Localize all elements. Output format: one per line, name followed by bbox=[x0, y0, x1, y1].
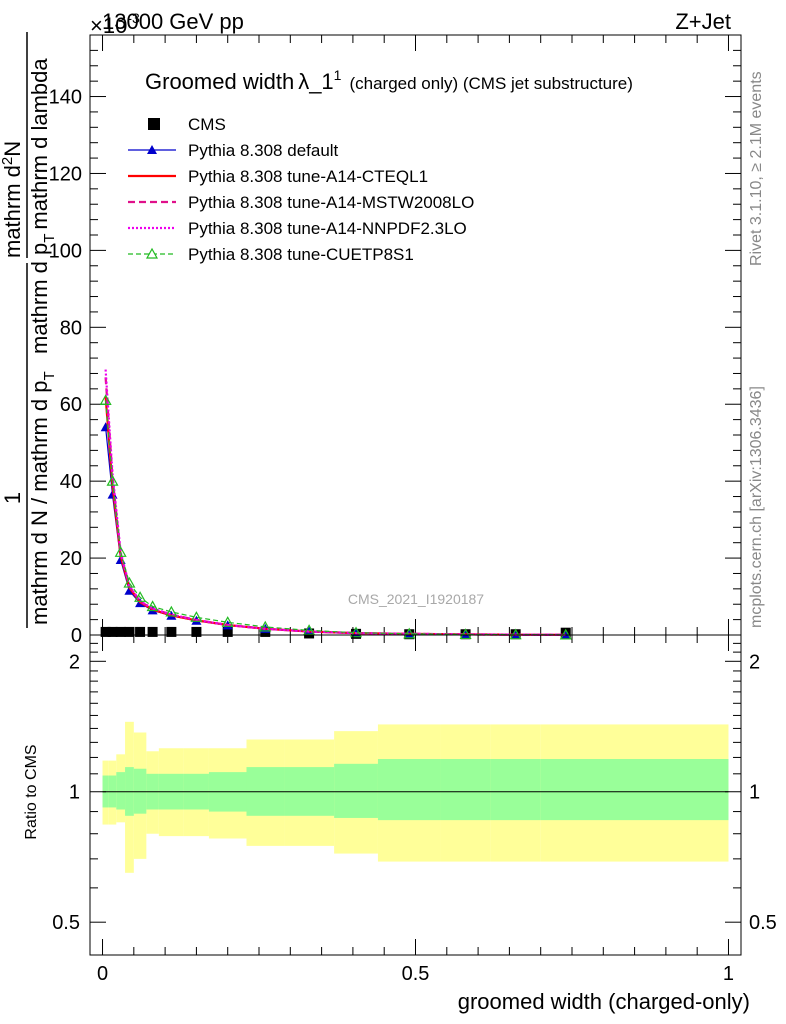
data-point-data bbox=[191, 626, 202, 637]
data-point-default bbox=[560, 629, 571, 639]
legend-label-cteql1: Pythia 8.308 tune-A14-CTEQL1 bbox=[188, 167, 428, 186]
ratio-inner-band-bin bbox=[440, 759, 491, 821]
ratio-y-tick-label-right: 2 bbox=[749, 651, 760, 673]
series-line-cuetp bbox=[105, 400, 566, 636]
data-point-cuetp bbox=[221, 616, 234, 627]
ratio-uncertainty-bands bbox=[102, 721, 729, 873]
plot-title: Groomed width λ_11 (charged only) (CMS jet… bbox=[145, 67, 633, 94]
data-point-cuetp bbox=[106, 474, 119, 486]
analysis-watermark: CMS_2021_I1920187 bbox=[348, 591, 484, 607]
ratio-inner-band-bin bbox=[334, 763, 378, 818]
x-tick-label: 0 bbox=[97, 963, 108, 985]
legend-marker-data bbox=[148, 118, 160, 130]
main-data-series bbox=[99, 369, 572, 640]
data-point-data bbox=[115, 626, 126, 637]
data-point-cuetp bbox=[350, 626, 363, 638]
series-line-cteql1 bbox=[104, 396, 566, 636]
rivet-version-label: Rivet 3.1.10, ≥ 2.1M events bbox=[748, 71, 765, 266]
data-point-cuetp bbox=[99, 394, 112, 405]
ratio-inner-band-bin bbox=[540, 759, 729, 821]
legend-label-cuetp: Pythia 8.308 tune-CUETP8S1 bbox=[188, 245, 414, 264]
main-y-axis-label: 1 mathrm d N / mathrm d pT mathrm d2N ma… bbox=[0, 32, 58, 628]
data-point-cuetp bbox=[123, 576, 136, 588]
y-tick-label: 120 bbox=[49, 163, 82, 185]
process-label: Z+Jet bbox=[675, 9, 731, 34]
y-tick-label: 140 bbox=[49, 87, 82, 109]
y-tick-label: 60 bbox=[60, 394, 82, 416]
main-plot-panel: 0 20 40 60 80 100 120 140 CMS_2021_I1920187 Gro… bbox=[49, 34, 742, 647]
data-point-cuetp bbox=[303, 624, 316, 635]
data-point-data bbox=[166, 626, 177, 637]
legend-marker-default bbox=[147, 145, 157, 154]
data-point-cuetp bbox=[146, 600, 159, 612]
y-tick-label: 40 bbox=[60, 471, 82, 493]
ratio-y-tick-label-right: 0.5 bbox=[749, 912, 777, 934]
ratio-inner-band-bin bbox=[133, 768, 147, 814]
ratio-y-axis-label: Ratio to CMS bbox=[23, 744, 40, 839]
x-axis-label: groomed width (charged-only) bbox=[458, 989, 750, 1014]
ratio-inner-band-bin bbox=[116, 772, 126, 810]
y-tick-label: 20 bbox=[60, 548, 82, 570]
data-point-cuetp bbox=[114, 546, 127, 557]
data-point-cuetp bbox=[134, 591, 147, 602]
data-point-cuetp bbox=[190, 611, 203, 622]
y-label-denominator: mathrm d N / mathrm d pT bbox=[27, 371, 58, 625]
data-point-data bbox=[107, 626, 118, 637]
x-tick-label: 0.5 bbox=[402, 963, 430, 985]
y-tick-label: 80 bbox=[60, 317, 82, 339]
y-label-one: 1 bbox=[0, 492, 25, 504]
ratio-inner-band-bin bbox=[490, 759, 541, 821]
data-point-data bbox=[135, 626, 146, 637]
data-point-cuetp bbox=[559, 628, 572, 640]
data-point-cuetp bbox=[403, 627, 416, 639]
y-label-rhs-numerator: mathrm d2N bbox=[0, 141, 25, 258]
y-tick-label: 0 bbox=[71, 625, 82, 647]
data-point-cuetp bbox=[509, 628, 522, 640]
legend-label-nnpdf: Pythia 8.308 tune-A14-NNPDF2.3LO bbox=[188, 219, 467, 238]
data-point-data bbox=[147, 626, 158, 637]
ratio-inner-band-bin bbox=[377, 759, 441, 821]
legend-label-default: Pythia 8.308 default bbox=[188, 141, 339, 160]
ratio-y-tick-label-right: 1 bbox=[749, 782, 760, 804]
ratio-axis-ticks: 0.5 0.5 1 1 2 2 0 0.5 1 bbox=[52, 635, 777, 985]
data-point-cuetp bbox=[259, 620, 272, 632]
data-point-data bbox=[100, 626, 111, 637]
y-axis-exponent: ×10-3 bbox=[90, 10, 140, 38]
series-line-default bbox=[105, 427, 566, 636]
y-label-rhs-denominator: mathrm d pTmathrm d lambda bbox=[27, 58, 58, 354]
y-tick-label: 100 bbox=[49, 240, 82, 262]
mcplots-credit-label: mcplots.cern.ch [arXiv:1306.3436] bbox=[748, 386, 765, 628]
data-point-cuetp bbox=[459, 628, 472, 640]
ratio-y-tick-label: 1 bbox=[69, 782, 80, 804]
data-point-cuetp bbox=[165, 605, 178, 617]
legend: CMS Pythia 8.308 default Pythia 8.308 tune… bbox=[128, 115, 474, 264]
data-point-data bbox=[222, 626, 233, 637]
legend-label-mstw: Pythia 8.308 tune-A14-MSTW2008LO bbox=[188, 193, 474, 212]
ratio-y-tick-label: 0.5 bbox=[52, 912, 80, 934]
series-line-nnpdf bbox=[104, 369, 566, 636]
ratio-y-tick-label: 2 bbox=[69, 651, 80, 673]
main-axis-ticks: 0 20 40 60 80 100 120 140 bbox=[49, 34, 741, 647]
energy-label: 13000 GeV pp bbox=[102, 9, 244, 34]
series-line-mstw bbox=[104, 377, 566, 636]
legend-marker-cuetp bbox=[145, 247, 159, 259]
data-point-data bbox=[124, 626, 135, 637]
legend-label-data: CMS bbox=[188, 115, 226, 134]
ratio-plot-panel: 0.5 0.5 1 1 2 2 0 0.5 1 Ratio to CMS groomed wid… bbox=[23, 634, 777, 1014]
x-tick-label: 1 bbox=[723, 963, 734, 985]
